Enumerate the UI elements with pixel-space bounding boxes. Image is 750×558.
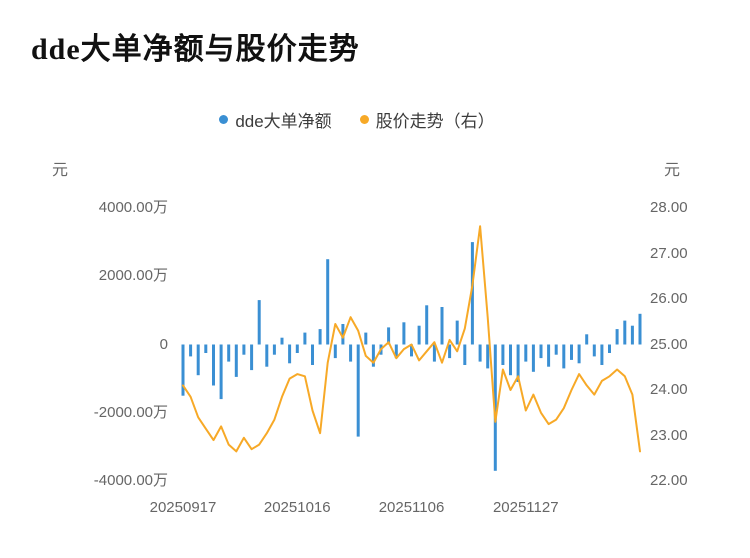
right-axis-tick-label: 23.00 — [650, 426, 688, 444]
net-amount-bars — [181, 242, 642, 471]
bar — [432, 344, 436, 362]
price-trend-line — [182, 225, 641, 453]
bar — [272, 344, 276, 355]
bar — [486, 344, 490, 369]
bar — [417, 325, 421, 345]
right-axis-tick-label: 22.00 — [650, 472, 688, 489]
right-axis-tick-label: 27.00 — [650, 244, 688, 262]
x-axis-label: 20251127 — [492, 499, 559, 516]
bar — [189, 344, 193, 357]
bar — [448, 344, 452, 359]
bar — [615, 329, 619, 345]
bar — [509, 344, 512, 376]
legend-label: dde大单净额 — [235, 112, 332, 131]
legend-label: 股价走势（右） — [375, 112, 495, 131]
bar — [212, 344, 215, 386]
bar — [539, 344, 543, 359]
bar — [440, 307, 444, 345]
bar — [630, 325, 634, 345]
left-axis-tick-label: -4000.00万 — [93, 472, 168, 489]
bar — [311, 344, 314, 365]
bar — [204, 344, 208, 353]
legend-item-price-trend[interactable]: 股价走势（右） — [359, 107, 495, 132]
chart-legend: dde大单净额 股价走势（右） — [0, 107, 732, 132]
bar — [333, 344, 337, 359]
bar — [501, 344, 505, 365]
bar — [524, 344, 528, 362]
bar — [402, 322, 406, 345]
bar — [341, 324, 345, 345]
bar — [318, 329, 322, 345]
x-axis-label: 20251106 — [378, 499, 445, 516]
bar — [250, 344, 254, 371]
bar — [516, 344, 520, 382]
legend-dot-icon — [219, 115, 229, 124]
bar — [570, 344, 573, 360]
bar — [554, 344, 558, 355]
left-axis-unit: 元 — [52, 162, 69, 179]
bar — [227, 344, 231, 362]
bar — [349, 344, 353, 362]
bar — [181, 344, 185, 396]
bar — [562, 344, 566, 369]
bar — [394, 344, 398, 359]
bar — [478, 344, 482, 362]
bar — [470, 242, 474, 345]
right-axis-tick-label: 26.00 — [650, 290, 688, 307]
bar — [608, 344, 611, 353]
right-axis-tick-label: 25.00 — [650, 335, 688, 353]
bar — [547, 344, 551, 367]
bar — [364, 332, 368, 345]
right-axis-tick-label: 24.00 — [650, 381, 688, 398]
bar — [219, 344, 223, 400]
bar — [257, 300, 261, 345]
bar — [600, 344, 604, 365]
bar — [638, 313, 642, 345]
bar — [295, 344, 299, 353]
right-axis-unit: 元 — [664, 162, 681, 179]
left-axis-tick-label: -2000.00万 — [93, 403, 168, 421]
bar — [410, 344, 413, 357]
bar — [242, 344, 246, 355]
x-axis-label: 20250917 — [149, 499, 217, 516]
bar — [455, 320, 459, 345]
left-axis-tick-label: 4000.00万 — [98, 199, 168, 216]
bar — [371, 344, 375, 367]
right-axis-tick-label: 28.00 — [650, 199, 688, 216]
bar — [288, 344, 292, 364]
bar — [623, 320, 627, 345]
bar — [531, 344, 535, 372]
chart-title: dde大单净额与股价走势 — [31, 33, 360, 66]
bar — [425, 305, 429, 345]
bar — [234, 344, 238, 377]
bar — [280, 337, 284, 345]
bar — [493, 344, 497, 471]
legend-dot-icon — [359, 115, 369, 124]
bar — [303, 332, 307, 345]
bar — [577, 344, 581, 364]
left-axis-tick-label: 2000.00万 — [98, 267, 168, 285]
bar — [356, 344, 360, 437]
legend-item-dde-net[interactable]: dde大单净额 — [219, 107, 332, 132]
bar — [387, 327, 391, 345]
bar — [592, 344, 596, 357]
x-axis-label: 20251016 — [263, 499, 331, 516]
bar — [196, 344, 200, 376]
bar — [265, 344, 269, 367]
bar — [463, 344, 467, 365]
left-axis-tick-label: 0 — [159, 335, 168, 353]
bar — [585, 334, 589, 345]
bar — [326, 259, 330, 345]
